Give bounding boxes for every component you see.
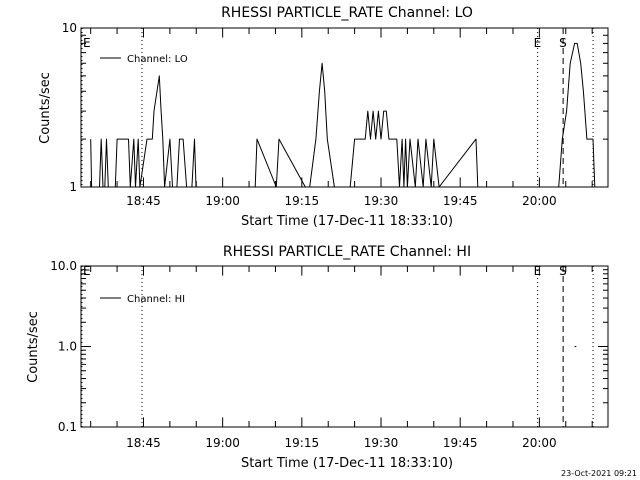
x-axis-label: Start Time (17-Dec-11 18:33:10) xyxy=(241,214,453,229)
marker-label: E xyxy=(83,36,91,50)
x-tick-label: 20:00 xyxy=(522,194,557,208)
chart-title: RHESSI PARTICLE_RATE Channel: LO xyxy=(221,5,473,21)
marker-label: E xyxy=(534,264,542,278)
y-axis-label: Counts/sec xyxy=(38,72,53,144)
x-tick-label: 19:15 xyxy=(285,194,320,208)
x-tick-label: 19:00 xyxy=(205,436,240,450)
x-tick-label: 19:45 xyxy=(443,194,478,208)
marker-label: E xyxy=(534,36,542,50)
x-axis-label: Start Time (17-Dec-11 18:33:10) xyxy=(241,456,453,471)
chart-title: RHESSI PARTICLE_RATE Channel: HI xyxy=(223,244,471,260)
x-tick-label: 19:00 xyxy=(205,194,240,208)
series-line xyxy=(90,42,596,188)
x-tick-label: 20:00 xyxy=(522,436,557,450)
y-tick-label: 1.0 xyxy=(58,340,77,354)
x-tick-label: 18:45 xyxy=(126,194,161,208)
chart-panel-hi: RHESSI PARTICLE_RATE Channel: HI Counts/… xyxy=(26,244,609,471)
x-tick-label: 19:45 xyxy=(443,436,478,450)
legend-label: Channel: HI xyxy=(127,294,185,305)
plot-frame xyxy=(80,27,609,188)
plot-frame xyxy=(80,265,609,428)
x-tick-label: 19:30 xyxy=(364,194,399,208)
legend-label: Channel: LO xyxy=(127,54,188,65)
x-tick-label: 19:30 xyxy=(364,436,399,450)
y-axis-label: Counts/sec xyxy=(26,311,41,383)
x-tick-label: 18:45 xyxy=(126,436,161,450)
y-tick-label: 10.0 xyxy=(50,259,77,273)
marker-label: E xyxy=(83,264,91,278)
y-tick-label: 0.1 xyxy=(58,420,77,434)
y-tick-label: 10 xyxy=(62,21,77,35)
chart-panel-lo: RHESSI PARTICLE_RATE Channel: LO Counts/… xyxy=(38,5,609,229)
x-tick-label: 19:15 xyxy=(285,436,320,450)
y-tick-label: 1 xyxy=(69,180,77,194)
timestamp-label: 23-Oct-2021 09:21 xyxy=(561,469,637,478)
marker-label: S xyxy=(559,36,567,50)
marker-label: S xyxy=(559,264,567,278)
